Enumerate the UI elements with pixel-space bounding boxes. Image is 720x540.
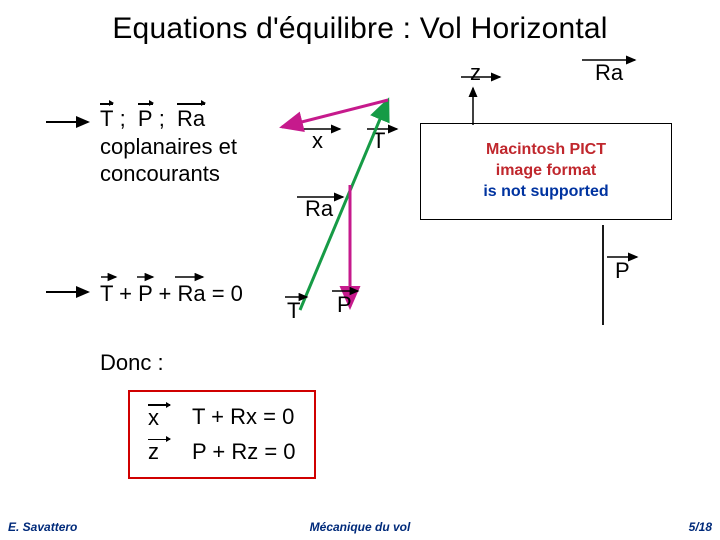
- bullet-sum-zero: T + P + Ra = 0: [100, 280, 243, 308]
- t-left-over-arrow: [283, 292, 317, 302]
- eq-row-x: x T + Rx = 0: [148, 404, 296, 431]
- bullet1-arrow-icon: [42, 112, 102, 132]
- right-force-vectors: [460, 80, 680, 340]
- bullet2-arrow-icon: [42, 282, 102, 302]
- page-title: Equations d'équilibre : Vol Horizontal: [0, 12, 720, 46]
- p-mid-label: P: [337, 292, 352, 318]
- vec-P: P: [138, 105, 153, 133]
- footer-subject: Mécanique du vol: [0, 520, 720, 534]
- eq-z-symbol: z: [148, 439, 170, 466]
- vec-Ra: Ra: [177, 105, 205, 133]
- eq-x-rhs: T + Rx = 0: [192, 404, 294, 430]
- equations-box: x T + Rx = 0 z P + Rz = 0: [128, 390, 316, 479]
- eq-row-z: z P + Rz = 0: [148, 439, 296, 466]
- bullet2-vec-overlines: [98, 272, 278, 282]
- donc-label: Donc :: [100, 350, 164, 376]
- eq-z-rhs: P + Rz = 0: [192, 439, 296, 465]
- vec-T: T: [100, 105, 113, 133]
- p-right-label: P: [615, 258, 630, 284]
- slide-footer: E. Savattero Mécanique du vol 5/18: [0, 520, 720, 534]
- eq-x-symbol: x: [148, 404, 170, 431]
